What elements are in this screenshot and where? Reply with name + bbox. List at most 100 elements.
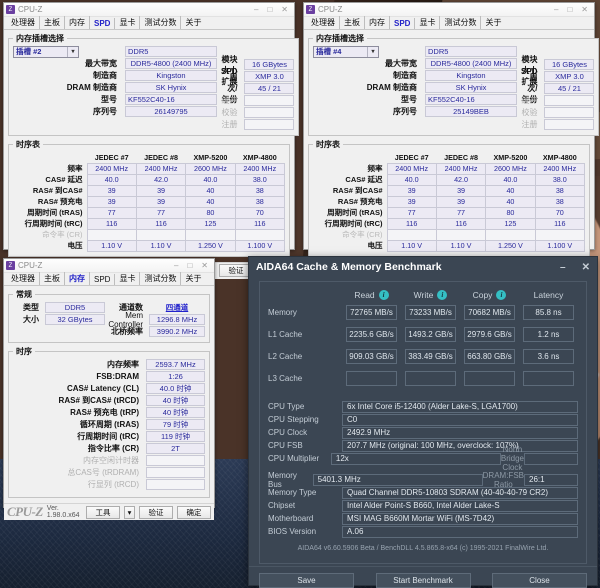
close-icon[interactable]: ✕	[201, 260, 208, 270]
field-value-dram-manufacturer: SK Hynix	[425, 82, 517, 93]
tab-spd[interactable]: SPD	[90, 274, 116, 285]
minimize-icon[interactable]: –	[174, 260, 179, 270]
cell	[185, 228, 236, 241]
info-label: BIOS Version	[268, 527, 317, 536]
tools-dropdown-icon[interactable]: ▾	[124, 505, 135, 519]
value-channels[interactable]: 四通道	[149, 302, 205, 313]
tools-button[interactable]: 工具	[86, 505, 120, 519]
maximize-icon[interactable]: □	[267, 4, 273, 14]
validate-button[interactable]: 验证	[219, 264, 253, 277]
titlebar[interactable]: Z CPU-Z – □ ✕	[304, 3, 594, 17]
col-latency: Latency	[519, 290, 578, 300]
chevron-down-icon[interactable]: ▾	[367, 46, 378, 57]
row-label-trp: RAS# 预充电	[37, 197, 83, 206]
cell: 116	[386, 217, 437, 230]
cell: 1.100 V	[534, 239, 586, 252]
tab-bar[interactable]: 处理器 主板 内存 SPD 显卡 测试分数 关于	[304, 16, 594, 30]
tab-memory[interactable]: 内存	[365, 16, 390, 29]
chevron-down-icon[interactable]: ▾	[67, 46, 78, 57]
table-row: 行周期时间 (tRC) 116 116 125 116	[313, 217, 586, 230]
slot-select-dropdown[interactable]: 插槽 #2 ▾	[13, 45, 79, 58]
cell: 1.10 V	[386, 239, 437, 252]
cell	[234, 228, 286, 241]
tab-spd[interactable]: SPD	[90, 18, 116, 29]
bench-row-label: L3 Cache	[268, 374, 303, 383]
table-row: RAS# 到CAS# 39 39 40 38	[13, 184, 286, 197]
tab-mainboard[interactable]: 主板	[340, 16, 365, 29]
start-benchmark-button[interactable]: Start Benchmark	[375, 573, 471, 588]
field-label-registered: 注册	[521, 120, 538, 129]
cell: 38	[534, 195, 586, 208]
titlebar[interactable]: Z CPU-Z – □ ✕	[4, 3, 294, 17]
close-icon[interactable]: ✕	[581, 261, 590, 273]
cell: 80	[485, 206, 536, 219]
tab-bench[interactable]: 测试分数	[440, 16, 482, 29]
validate-button[interactable]: 验证	[139, 505, 173, 519]
timings-legend: 时序表	[316, 140, 340, 149]
slot-selection-group: 内存插槽选择 插槽 #2 ▾ 最大带宽 制造商 DRAM 制造商 型号 序列号	[8, 33, 300, 136]
tab-spd[interactable]: SPD	[390, 18, 416, 29]
version-label: Ver. 1.98.0.x64	[46, 505, 80, 519]
ok-button[interactable]: 确定	[177, 505, 211, 519]
close-icon[interactable]: ✕	[281, 4, 288, 14]
label-idle-timer: 内存空闲计时器	[83, 456, 139, 465]
slot-select-dropdown[interactable]: 插槽 #4 ▾	[313, 45, 379, 58]
aida64-benchmark-window[interactable]: AIDA64 Cache & Memory Benchmark – ✕ Read…	[248, 256, 598, 588]
tab-bench[interactable]: 测试分数	[140, 16, 182, 29]
info-icon-write[interactable]: i	[437, 290, 448, 300]
tab-bar[interactable]: 处理器 主板 内存 SPD 显卡 测试分数 关于	[4, 16, 294, 30]
info-row-cpu-multiplier: CPU Multiplier 12x North Bridge Clock	[268, 445, 578, 472]
titlebar[interactable]: AIDA64 Cache & Memory Benchmark – ✕	[249, 257, 597, 277]
col-jedec7: JEDEC #7	[394, 152, 429, 162]
cell: 125	[185, 217, 236, 230]
label-channels: 通道数	[119, 303, 143, 312]
tab-processor[interactable]: 处理器	[307, 16, 340, 29]
general-legend: 常规	[16, 290, 32, 299]
tab-bench[interactable]: 测试分数	[140, 272, 182, 285]
cpuz-window-spd-slot4[interactable]: Z CPU-Z – □ ✕ 处理器 主板 内存 SPD 显卡 测试分数 关于 内…	[303, 2, 600, 279]
save-button[interactable]: Save	[259, 573, 354, 588]
info-icon-read[interactable]: i	[378, 290, 389, 300]
maximize-icon[interactable]: □	[187, 260, 193, 270]
minimize-icon[interactable]: –	[560, 261, 566, 273]
tab-mainboard[interactable]: 主板	[40, 16, 65, 29]
cpuz-window-memory[interactable]: Z CPU-Z – □ ✕ 处理器 主板 内存 SPD 显卡 测试分数 关于 常…	[3, 258, 215, 520]
value-total-cas	[146, 467, 205, 478]
minimize-icon[interactable]: –	[254, 4, 259, 14]
cell: 125	[485, 217, 536, 230]
maximize-icon[interactable]: □	[567, 4, 573, 14]
tab-mainboard[interactable]: 主板	[40, 272, 65, 285]
bench-cell-write: 383.49 GB/s	[405, 349, 456, 364]
close-button[interactable]: Close	[492, 573, 587, 588]
window-title: AIDA64 Cache & Memory Benchmark	[256, 261, 442, 273]
tab-processor[interactable]: 处理器	[7, 16, 40, 29]
tab-about[interactable]: 关于	[485, 18, 502, 27]
tab-memory[interactable]: 内存	[65, 272, 90, 285]
row-label-cr: 命令率 (CR)	[42, 230, 83, 239]
minimize-icon[interactable]: –	[554, 4, 559, 14]
row-label-trcd: RAS# 到CAS#	[32, 186, 83, 195]
tab-about[interactable]: 关于	[185, 18, 202, 27]
table-row: 电压 1.10 V 1.10 V 1.250 V 1.100 V	[313, 239, 586, 252]
row-label-frequency: 频率	[67, 164, 83, 173]
field-value-week-year: 45 / 21	[544, 83, 595, 94]
field-label-manufacturer: 制造商	[393, 71, 417, 80]
tab-memory[interactable]: 内存	[65, 16, 90, 29]
cpuz-window-spd-slot2[interactable]: Z CPU-Z – □ ✕ 处理器 主板 内存 SPD 显卡 测试分数 关于 内…	[3, 2, 300, 279]
close-icon[interactable]: ✕	[581, 4, 588, 14]
tab-graphics[interactable]: 显卡	[415, 16, 441, 29]
status-bar: CPU-Z Ver. 1.98.0.x64 工具 ▾ 验证 确定	[4, 503, 214, 520]
info-icon-copy[interactable]: i	[496, 290, 507, 300]
bench-cell-copy	[464, 371, 515, 386]
cell: 39	[435, 184, 487, 197]
tab-graphics[interactable]: 显卡	[115, 16, 141, 29]
bench-cell-copy: 2979.6 GB/s	[464, 327, 515, 342]
col-latency-label: Latency	[533, 290, 564, 300]
tab-bar[interactable]: 处理器 主板 内存 SPD 显卡 测试分数 关于	[4, 272, 214, 286]
titlebar[interactable]: Z CPU-Z – □ ✕	[4, 259, 214, 273]
info-value-dram-fsb-ratio: 26:1	[524, 473, 578, 486]
label-trcd: RAS# 到CAS# (tRCD)	[58, 396, 139, 405]
tab-graphics[interactable]: 显卡	[115, 272, 141, 285]
tab-about[interactable]: 关于	[185, 274, 202, 283]
tab-processor[interactable]: 处理器	[7, 272, 40, 285]
